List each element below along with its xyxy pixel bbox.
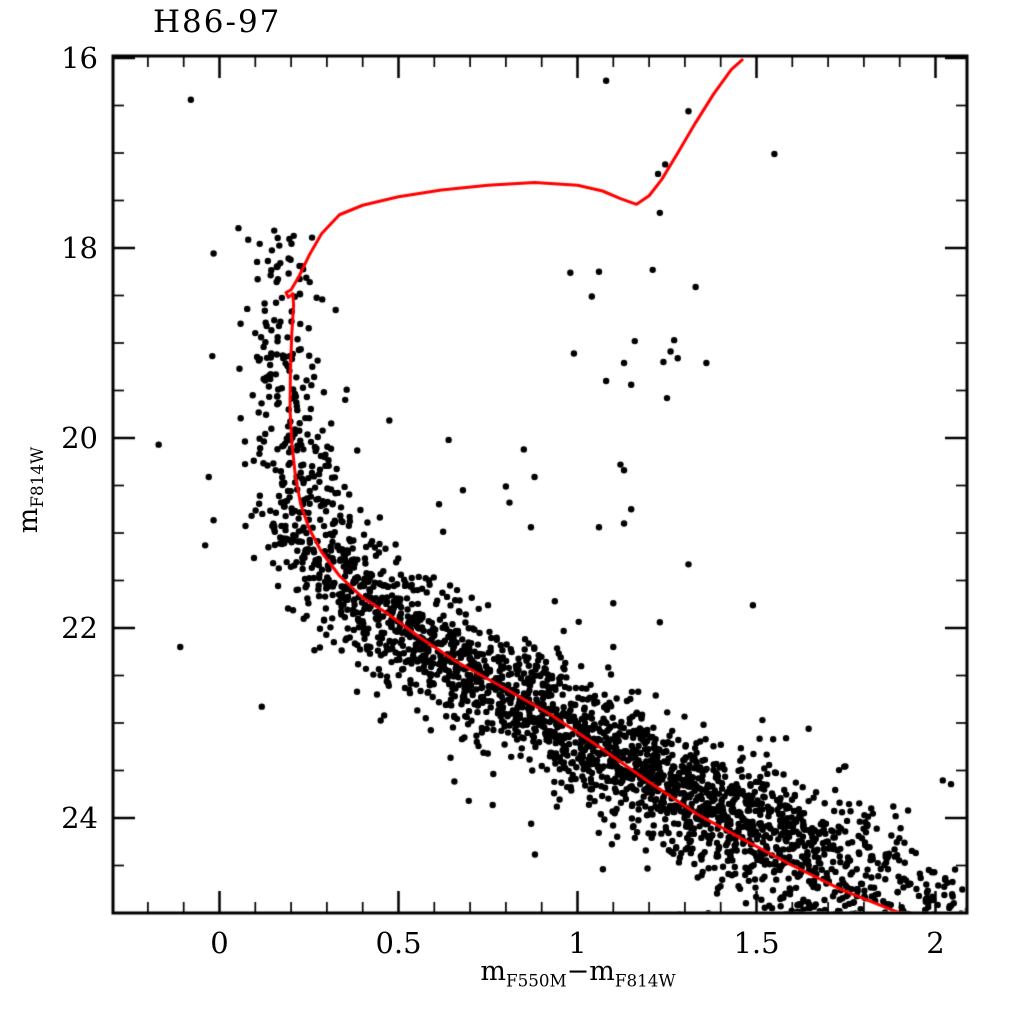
y-tick-label: 18: [61, 231, 98, 265]
x-tick-label: 0: [210, 926, 229, 960]
x-axis-label-base2: m: [589, 956, 615, 987]
x-tick-label: 1: [568, 926, 587, 960]
y-axis-title: mF814W: [13, 447, 47, 533]
x-axis-label-sub1: F550M: [505, 970, 567, 991]
y-tick-label: 16: [61, 41, 98, 75]
x-axis-label-minus: −: [566, 956, 590, 987]
y-tick-label: 22: [61, 611, 98, 645]
y-tick-label: 20: [61, 421, 98, 455]
x-tick-label: 2: [926, 926, 945, 960]
x-tick-label: 0.5: [375, 926, 422, 960]
plot-title: H86-97: [153, 4, 282, 40]
x-axis-label-base1: m: [480, 956, 506, 987]
x-tick-label: 1.5: [733, 926, 780, 960]
y-axis-label-base: m: [12, 507, 44, 534]
y-tick-label: 24: [61, 801, 98, 835]
x-axis-title: mF550M−mF814W: [480, 956, 675, 990]
y-axis-label-sub: F814W: [27, 446, 48, 508]
x-axis-label-sub2: F814W: [614, 970, 676, 991]
